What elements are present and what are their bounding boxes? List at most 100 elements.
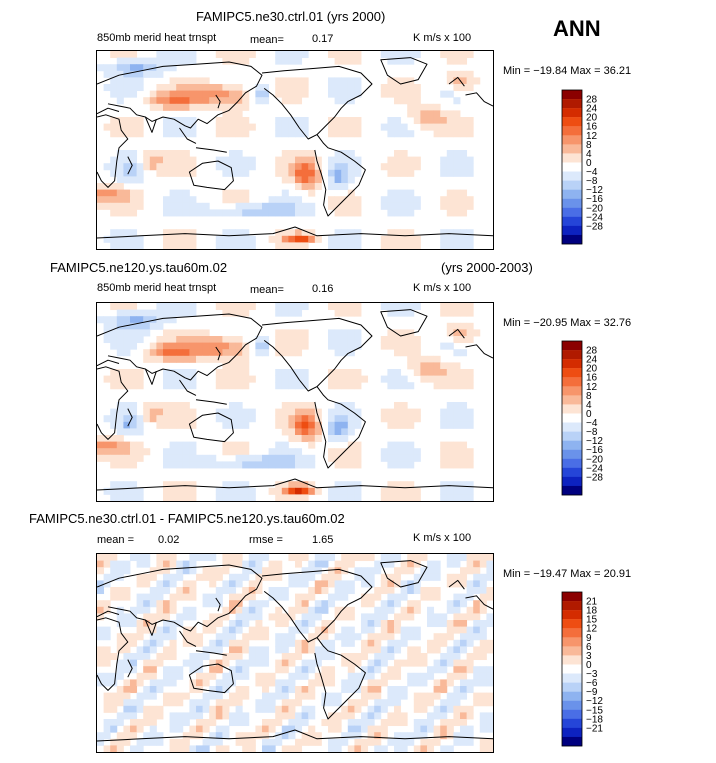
colorbar-tick-label: 4 bbox=[586, 400, 592, 411]
panel-2-map bbox=[96, 302, 494, 502]
colorbar-bin bbox=[562, 422, 582, 432]
colorbar-tick-label: −8 bbox=[586, 176, 598, 187]
colorbar-bin bbox=[562, 727, 582, 738]
panel-2-minmax: Min = −20.95 Max = 32.76 bbox=[503, 318, 631, 329]
panel-2-units: K m/s x 100 bbox=[413, 282, 472, 294]
colorbar-tick-label: −16 bbox=[586, 445, 603, 456]
panel-1-units: K m/s x 100 bbox=[413, 32, 472, 44]
colorbar-tick-label: 16 bbox=[586, 122, 598, 133]
colorbar-bin bbox=[562, 610, 582, 620]
colorbar-tick-label: 18 bbox=[586, 606, 598, 617]
colorbar-tick-label: 24 bbox=[586, 355, 598, 366]
colorbar-tick-label: −20 bbox=[586, 203, 603, 214]
colorbar-tick-label: 8 bbox=[586, 391, 592, 402]
panel-2-max-value: 32.76 bbox=[603, 317, 632, 329]
panel-2-variable: 850mb merid heat trnspt bbox=[97, 282, 217, 294]
colorbar-tick-label: 12 bbox=[586, 382, 598, 393]
colorbar-tick-label: 28 bbox=[586, 346, 598, 357]
panel-3-mean-label: mean = bbox=[97, 534, 134, 546]
colorbar-bin bbox=[562, 691, 582, 701]
colorbar-tick-label: −28 bbox=[586, 221, 603, 232]
colorbar-bin bbox=[562, 341, 582, 351]
colorbar-bin bbox=[562, 99, 582, 109]
season-label: ANN bbox=[553, 16, 601, 41]
colorbar-bin bbox=[562, 368, 582, 378]
colorbar-tick-label: 6 bbox=[586, 642, 592, 653]
panel-1-title: FAMIPC5.ne30.ctrl.01 (yrs 2000) bbox=[196, 9, 386, 24]
colorbar-tick-label: 12 bbox=[586, 624, 598, 635]
panel-3-units: K m/s x 100 bbox=[413, 532, 472, 544]
panel-1-mean-label: mean= bbox=[250, 34, 284, 46]
colorbar-bin bbox=[562, 440, 582, 450]
panel-3-map bbox=[96, 553, 494, 753]
colorbar-bin bbox=[562, 628, 582, 638]
colorbar-tick-label: −21 bbox=[586, 723, 603, 734]
colorbar-bin bbox=[562, 207, 582, 218]
colorbar-bin bbox=[562, 153, 582, 163]
colorbar-tick-label: 3 bbox=[586, 651, 592, 662]
panel-3-mean-value: 0.02 bbox=[158, 534, 180, 546]
colorbar-bin bbox=[562, 467, 582, 478]
colorbar-tick-label: 16 bbox=[586, 373, 598, 384]
colorbar-bin bbox=[562, 395, 582, 405]
colorbar-bin bbox=[562, 144, 582, 154]
colorbar-tick-label: 21 bbox=[586, 597, 598, 608]
panel-1-max-value: 36.21 bbox=[603, 65, 632, 77]
colorbar-bin bbox=[562, 646, 582, 656]
colorbar-tick-label: 15 bbox=[586, 615, 598, 626]
colorbar-tick-label: −18 bbox=[586, 714, 603, 725]
colorbar-tick-label: −8 bbox=[586, 427, 598, 438]
colorbar-bin bbox=[562, 700, 582, 710]
colorbar-bin bbox=[562, 377, 582, 387]
colorbar-bin bbox=[562, 592, 582, 602]
panel-3-min-label: Min = bbox=[503, 568, 534, 580]
panel-1-mean-value: 0.17 bbox=[312, 33, 334, 45]
colorbar-bin bbox=[562, 108, 582, 118]
panel-3-min-value: −19.47 bbox=[533, 568, 568, 580]
colorbar-bin bbox=[562, 619, 582, 629]
panel-3-rmse-label: rmse = bbox=[249, 534, 283, 546]
colorbar-bin bbox=[562, 234, 582, 245]
panel-1-max-label: Max = bbox=[570, 65, 604, 77]
colorbar-tick-label: 20 bbox=[586, 364, 598, 375]
colorbar-tick-label: 12 bbox=[586, 131, 598, 142]
colorbar-bin bbox=[562, 171, 582, 181]
colorbar-tick-label: −24 bbox=[586, 212, 603, 223]
colorbar-bin bbox=[562, 664, 582, 674]
colorbar-bin bbox=[562, 189, 582, 199]
panel-2-min-label: Min = bbox=[503, 317, 534, 329]
panel-3-colorbar: 21 18 15 12 9 6 3 0 −3 −6 −9 −12 −15 −18 −21 bbox=[561, 591, 622, 748]
colorbar-tick-label: −24 bbox=[586, 463, 603, 474]
colorbar-bin bbox=[562, 135, 582, 145]
colorbar-tick-label: −3 bbox=[586, 669, 598, 680]
colorbar-bin bbox=[562, 216, 582, 227]
colorbar-tick-label: 0 bbox=[586, 660, 592, 671]
colorbar-bin bbox=[562, 225, 582, 236]
colorbar-bin bbox=[562, 117, 582, 127]
colorbar-tick-label: −6 bbox=[586, 678, 598, 689]
panel-2-title: FAMIPC5.ne120.ys.tau60m.02 bbox=[50, 260, 228, 275]
colorbar-tick-label: −12 bbox=[586, 185, 603, 196]
panel-1-variable: 850mb merid heat trnspt bbox=[97, 32, 217, 44]
colorbar-tick-label: 20 bbox=[586, 113, 598, 124]
panel-2-min-value: −20.95 bbox=[533, 317, 568, 329]
colorbar-bin bbox=[562, 431, 582, 441]
colorbar-tick-label: −12 bbox=[586, 696, 603, 707]
colorbar-bin bbox=[562, 601, 582, 611]
panel-1-colorbar: 28 24 20 16 12 8 4 0 −4 −8 −12 −16 −20 −24 −28 bbox=[561, 89, 622, 246]
colorbar-bin bbox=[562, 198, 582, 208]
colorbar-bin bbox=[562, 655, 582, 665]
panel-2-colorbar: 28 24 20 16 12 8 4 0 −4 −8 −12 −16 −20 −24 −28 bbox=[561, 340, 622, 497]
panel-1-minmax: Min = −19.84 Max = 36.21 bbox=[503, 66, 631, 77]
colorbar-tick-label: 9 bbox=[586, 633, 592, 644]
panel-1-min-label: Min = bbox=[503, 65, 534, 77]
colorbar-tick-label: −20 bbox=[586, 454, 603, 465]
colorbar-tick-label: 4 bbox=[586, 149, 592, 160]
colorbar-tick-label: 0 bbox=[586, 158, 592, 169]
colorbar-tick-label: −16 bbox=[586, 194, 603, 205]
colorbar-bin bbox=[562, 458, 582, 469]
panel-2-years: (yrs 2000-2003) bbox=[441, 260, 533, 275]
colorbar-tick-label: −4 bbox=[586, 418, 598, 429]
panel-2-mean-value: 0.16 bbox=[312, 283, 334, 295]
colorbar-tick-label: 0 bbox=[586, 409, 592, 420]
